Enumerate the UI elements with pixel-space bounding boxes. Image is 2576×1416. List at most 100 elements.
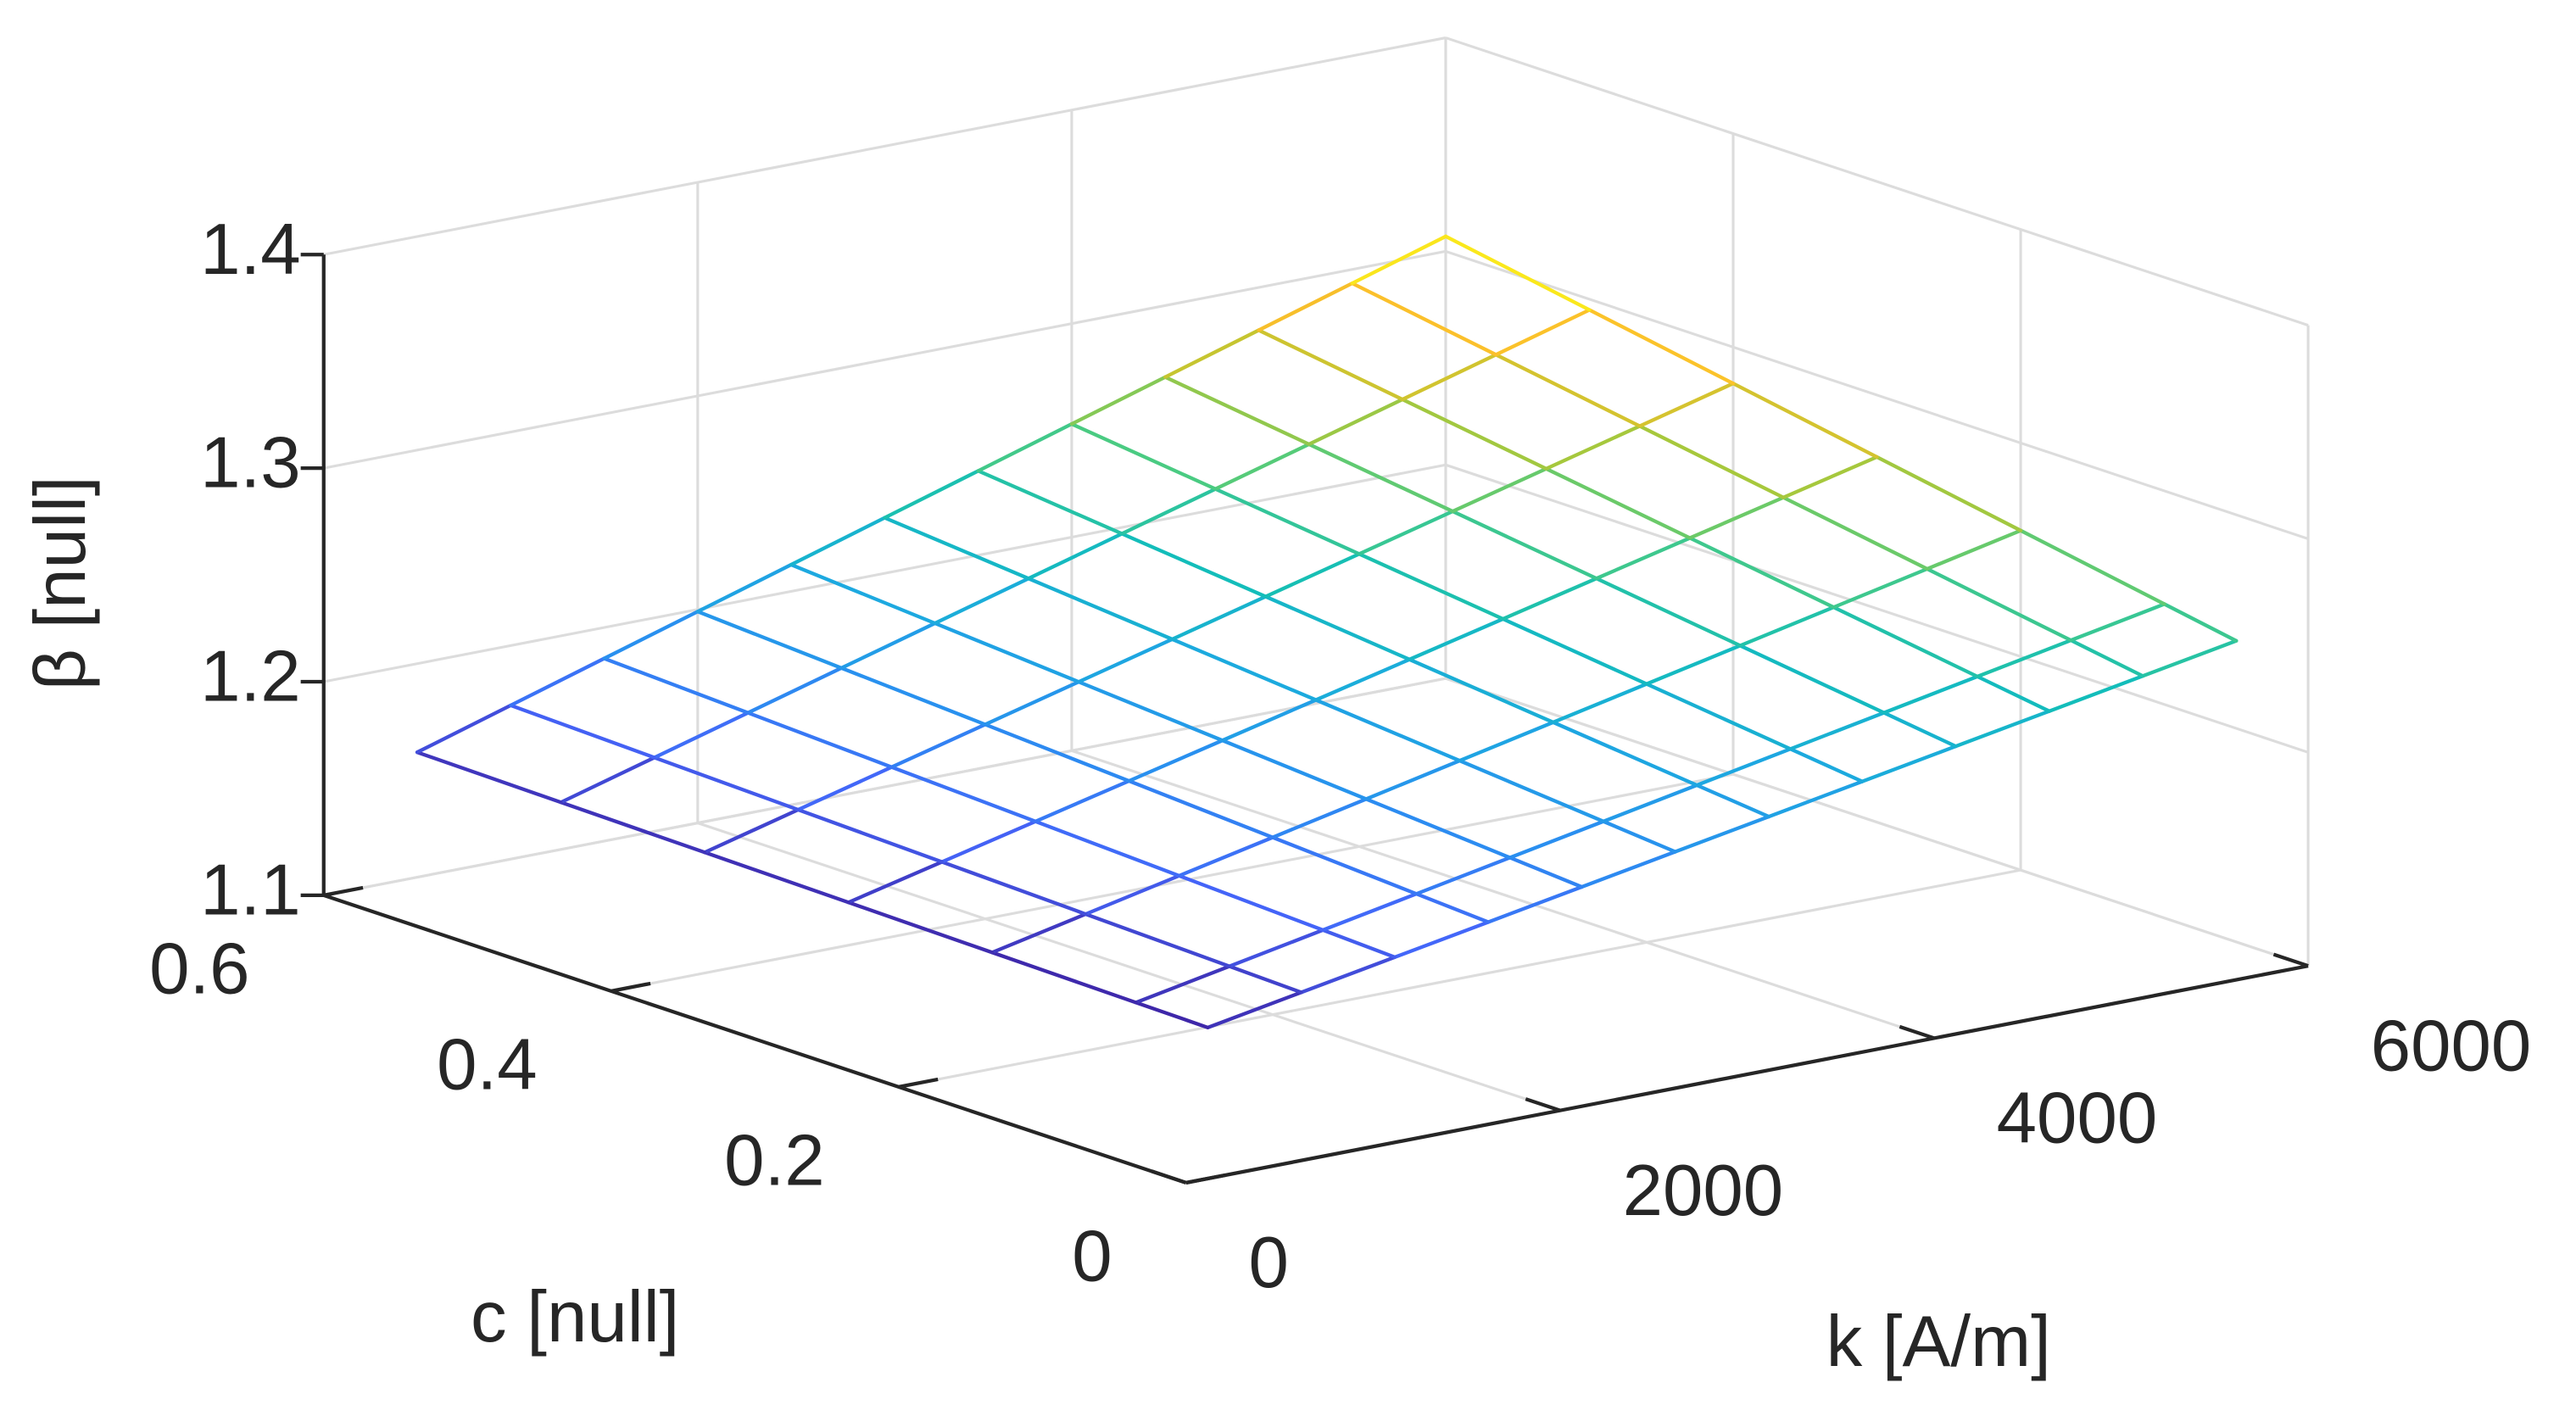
z-tick-label: 1.1 <box>200 850 301 930</box>
mesh-segment <box>1766 779 1865 819</box>
mesh-segment <box>1494 308 1592 357</box>
mesh-segment <box>1213 442 1311 491</box>
mesh-segment <box>415 703 513 755</box>
mesh-segment <box>1026 577 1174 642</box>
mesh-segment <box>1313 698 1462 763</box>
mesh-segment <box>1860 744 1958 783</box>
mesh-segment <box>702 850 850 905</box>
z-axis-label: β [null] <box>20 476 101 690</box>
mesh-segment <box>1299 955 1397 995</box>
mesh-segment <box>1580 850 1677 889</box>
mesh-segment <box>796 807 944 864</box>
mesh-segment <box>789 516 887 567</box>
mesh-segment <box>1408 616 1505 661</box>
mesh-segment <box>602 610 700 661</box>
mesh-segment <box>1451 509 1598 581</box>
mesh-segment <box>846 900 995 955</box>
mesh-segment <box>652 711 750 760</box>
mesh-segment <box>745 711 894 769</box>
mesh-segment <box>976 469 1124 536</box>
y-axis-label: c [null] <box>471 1277 679 1357</box>
x-tick-label: 0 <box>1249 1223 1289 1303</box>
z-tick-label: 1.3 <box>200 423 301 504</box>
y-tick <box>898 1077 939 1089</box>
mesh-segment <box>695 610 844 670</box>
mesh-segment <box>702 807 800 855</box>
mesh-segment <box>695 562 794 614</box>
mesh-segment <box>1127 778 1275 839</box>
y-tick-label: 0.4 <box>437 1024 538 1105</box>
grid-line <box>1071 749 1935 1040</box>
mesh-segment <box>1731 382 1879 460</box>
mesh-segment <box>1307 397 1405 447</box>
mesh-segment <box>1954 709 2051 749</box>
grid-line <box>611 772 1734 993</box>
grid-line <box>1445 463 2309 754</box>
mesh-segment <box>1508 819 1606 860</box>
mesh-segment <box>1227 928 1325 968</box>
mesh-segment <box>933 621 1081 684</box>
mesh-segment <box>1357 509 1455 556</box>
mesh-segment <box>1443 234 1592 312</box>
mesh-segment <box>1587 308 1736 386</box>
x-tick <box>1525 1097 1561 1112</box>
mesh-segment <box>1034 778 1131 823</box>
mesh-segment <box>1832 566 1929 610</box>
z-tick-label: 1.2 <box>200 637 301 717</box>
grid-line <box>1445 677 2309 967</box>
grid-line <box>898 868 2021 1089</box>
mesh-segment <box>1257 328 1405 402</box>
mesh-segment <box>1357 552 1505 622</box>
mesh-segment <box>1134 1001 1210 1029</box>
mesh-segment <box>1832 605 1980 678</box>
y-axis <box>323 893 1187 1185</box>
mesh-segment <box>1508 856 1584 889</box>
mesh-segment <box>559 755 656 805</box>
mesh-segment <box>1458 758 1606 823</box>
mesh-segment <box>1364 797 1512 860</box>
mesh-segment <box>1069 421 1218 491</box>
mesh-segment <box>889 765 1038 823</box>
mesh-segment <box>796 765 894 812</box>
mesh-segment <box>940 819 1038 864</box>
mesh-segment <box>1069 375 1168 426</box>
mesh-segment <box>1544 424 1642 471</box>
mesh-segment <box>1127 739 1224 783</box>
mesh-segment <box>1034 819 1181 878</box>
grid-line <box>323 36 1447 256</box>
mesh-segment <box>1084 911 1232 968</box>
mesh-segment <box>1781 495 1929 571</box>
mesh-segment <box>1637 382 1736 428</box>
y-tick-label: 0.2 <box>724 1120 825 1201</box>
mesh-segment <box>1350 234 1448 286</box>
mesh-segment <box>1695 747 1793 788</box>
mesh-segment <box>1875 454 2023 532</box>
mesh-segment <box>1077 637 1174 684</box>
mesh-segment <box>2069 602 2166 643</box>
grid-line <box>1445 36 2309 327</box>
mesh-segment <box>1788 711 1886 751</box>
y-tick-label: 0 <box>1072 1216 1112 1296</box>
mesh-segment <box>1120 532 1268 599</box>
mesh-segment <box>1400 397 1548 471</box>
x-axis-label: k [A/m] <box>1826 1302 2051 1382</box>
mesh-segment <box>1177 873 1325 933</box>
mesh-segment <box>1077 680 1224 743</box>
mesh-segment <box>1644 644 1742 686</box>
mesh-segment <box>1975 638 2073 678</box>
mesh-segment <box>889 722 988 769</box>
z-tick-label: 1.4 <box>200 209 301 290</box>
mesh-segment <box>1313 657 1412 702</box>
mesh-segment <box>1414 856 1512 896</box>
mesh-segment <box>1486 884 1584 924</box>
mesh-segment <box>1451 466 1548 514</box>
mesh-segment <box>1170 594 1268 642</box>
mesh-segment <box>559 800 707 855</box>
mesh-segment <box>990 951 1138 1005</box>
y-tick-label: 0.6 <box>149 928 250 1009</box>
mesh-segment <box>1400 353 1498 402</box>
mesh-segment <box>1213 487 1362 556</box>
mesh-segment <box>1408 657 1555 725</box>
mesh-segment <box>1882 674 1980 715</box>
